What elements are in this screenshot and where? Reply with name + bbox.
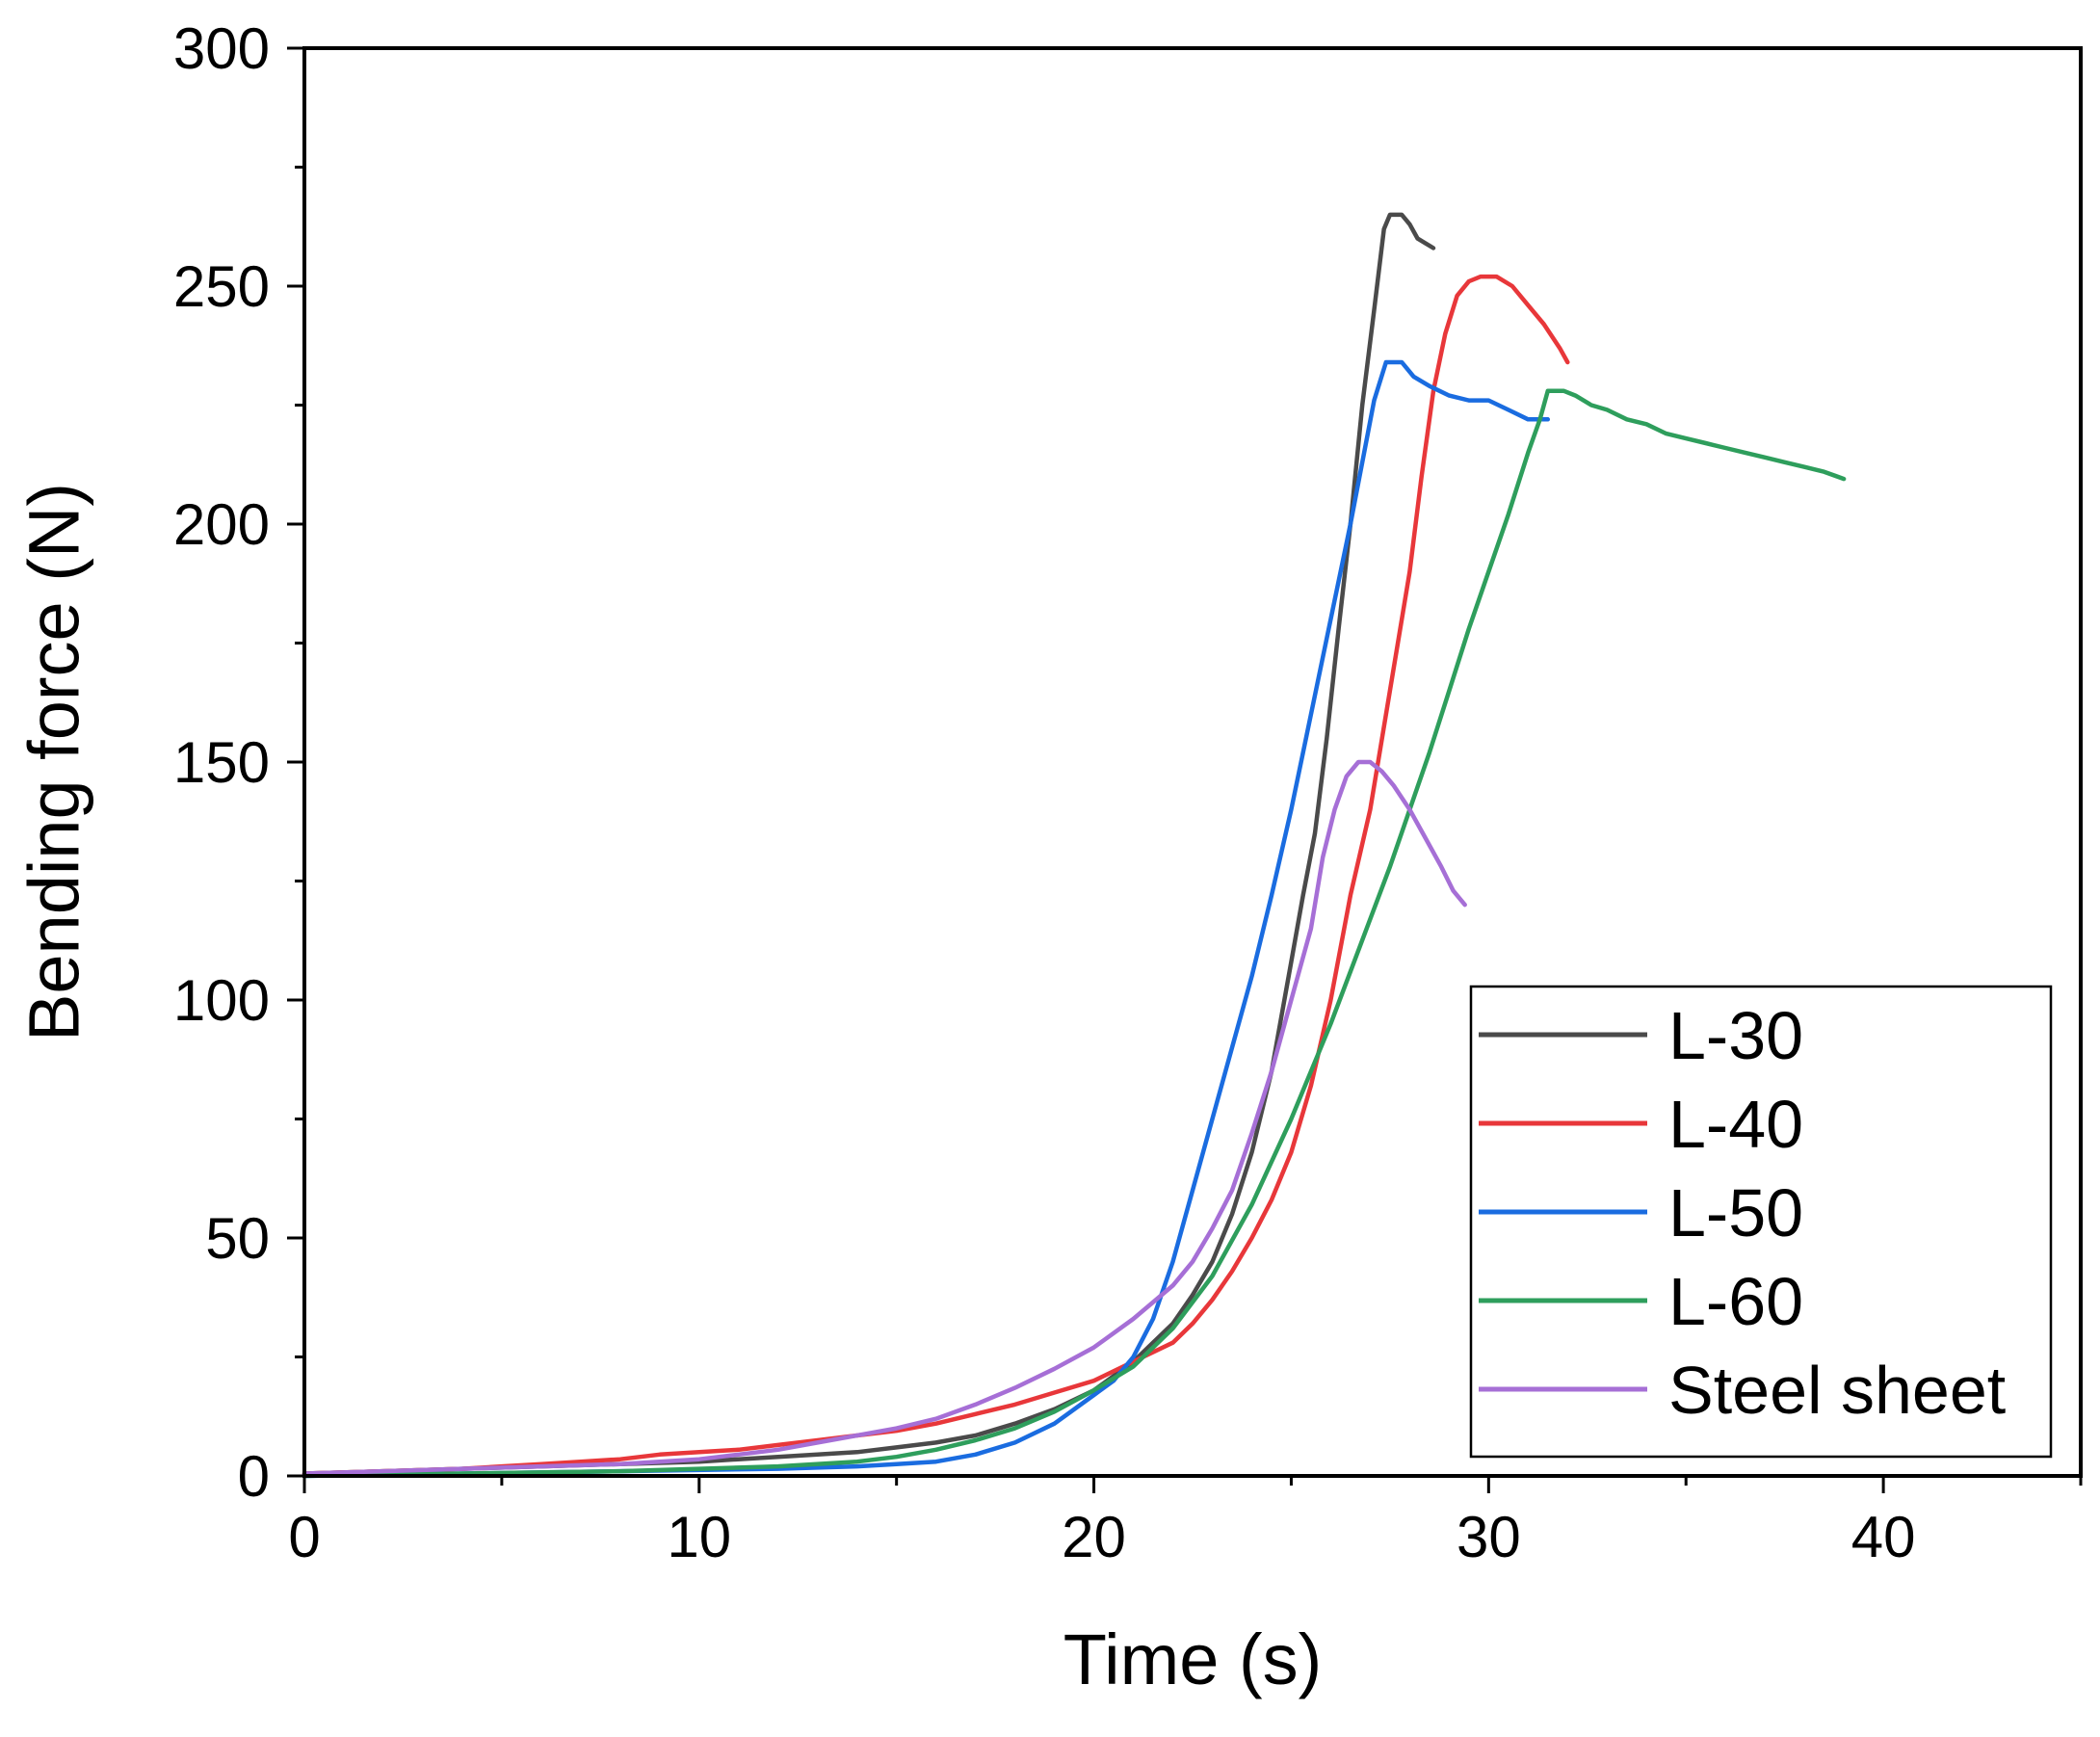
series-line-steel-sheet [302,759,1467,1476]
series-line-l-40 [302,274,1570,1476]
y-tick-label: 250 [173,254,270,319]
ticks-layer: 0 10 20 30 40 0 50 100 150 200 250 300 [173,16,2083,1569]
y-tick-label: 0 [238,1444,270,1509]
series-line-l-50 [302,359,1551,1479]
y-tick-label: 50 [205,1206,270,1271]
legend: L-30 L-40 L-50 L-60 Steel sheet [1469,985,2053,1459]
x-tick-label: 10 [667,1505,731,1569]
legend-label: L-60 [1668,1264,1803,1339]
x-tick-label: 40 [1851,1505,1916,1569]
y-tick-label: 150 [173,730,270,795]
x-axis-title: Time (s) [1063,1619,1323,1699]
y-tick-label: 200 [173,492,270,557]
y-tick-label: 300 [173,16,270,81]
x-tick-label: 0 [288,1505,320,1569]
legend-label: L-50 [1668,1175,1803,1250]
series-line-l-30 [302,212,1436,1476]
legend-label: L-40 [1668,1087,1803,1162]
legend-label: L-30 [1668,998,1803,1073]
y-axis-title: Bending force (N) [14,483,94,1041]
legend-box [1469,985,2053,1459]
series-line-l-60 [302,388,1847,1479]
x-tick-label: 30 [1457,1505,1521,1569]
x-tick-label: 20 [1062,1505,1126,1569]
y-tick-label: 100 [173,968,270,1033]
legend-label: Steel sheet [1668,1353,2006,1428]
series-layer [302,212,1847,1479]
